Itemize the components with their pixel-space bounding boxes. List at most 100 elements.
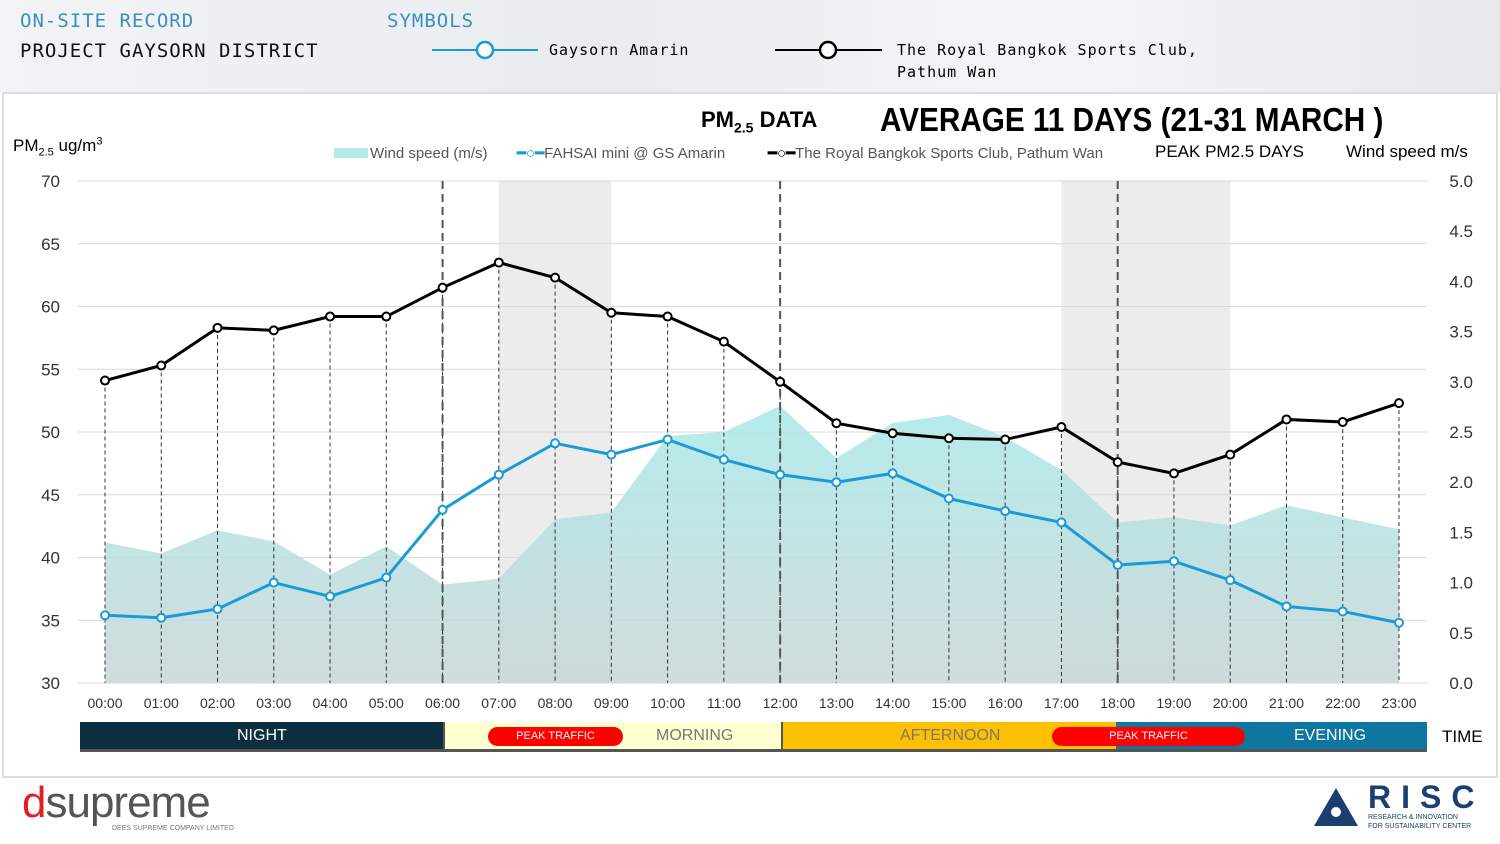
fahsai-point <box>943 493 954 504</box>
chart-title: PM2.5 DATA <box>701 107 818 136</box>
legend-rbsc: ━○━The Royal Bangkok Sports Club, Pathum… <box>768 145 1104 162</box>
rbsc-point <box>1056 421 1067 432</box>
legend-wind: Wind speed (m/s) <box>334 145 488 163</box>
rbsc-point <box>100 375 110 386</box>
y2-axis-label: Wind speed m/s <box>1346 142 1468 161</box>
x-tick-label: 05:00 <box>369 695 404 711</box>
y2-tick-label: 2.0 <box>1449 473 1473 492</box>
x-tick-label: 06:00 <box>425 695 460 711</box>
legend-fahsai: ━○━FAHSAI mini @ GS Amarin <box>517 145 726 162</box>
fahsai-point <box>1225 575 1236 586</box>
dsupreme-logo-sub: DEES SUPREME COMPANY LIMITED <box>112 825 234 832</box>
project-title: PROJECT GAYSORN DISTRICT <box>20 40 319 62</box>
y-tick-label: 65 <box>41 235 60 254</box>
period-night-label: NIGHT <box>237 727 287 744</box>
period-evening-label: EVENING <box>1294 727 1367 744</box>
peak-traffic-evening: PEAK TRAFFIC <box>1052 727 1245 746</box>
rbsc-point <box>550 272 561 283</box>
rbsc-point <box>1000 434 1011 445</box>
x-tick-label: 12:00 <box>763 695 798 711</box>
fahsai-point <box>1394 617 1404 628</box>
y-tick-label: 60 <box>41 298 60 317</box>
rbsc-point <box>381 311 392 322</box>
record-label: ON-SITE RECORD <box>20 10 195 32</box>
fahsai-point <box>156 612 167 623</box>
peak-days-label: PEAK PM2.5 DAYS <box>1155 142 1304 161</box>
x-tick-label: 23:00 <box>1381 695 1416 711</box>
y2-tick-label: 1.5 <box>1449 523 1473 542</box>
x-tick-label: 19:00 <box>1156 695 1191 711</box>
fahsai-point <box>887 468 898 479</box>
y2-tick-label: 4.0 <box>1449 272 1473 291</box>
fahsai-point <box>1337 606 1348 617</box>
wind-speed-area <box>105 405 1399 683</box>
rbsc-point <box>1337 416 1348 427</box>
rbsc-line <box>104 260 1400 475</box>
x-tick-label: 16:00 <box>988 695 1023 711</box>
x-tick-label: 11:00 <box>707 695 741 711</box>
peak-traffic-morning: PEAK TRAFFIC <box>488 727 623 746</box>
symbol-black-label-1: The Royal Bangkok Sports Club, <box>897 41 1198 59</box>
fahsai-point <box>831 477 842 488</box>
rbsc-point <box>662 311 673 322</box>
x-tick-label: 21:00 <box>1269 695 1304 711</box>
fahsai-point <box>325 591 336 602</box>
rbsc-point <box>493 257 504 268</box>
chart-svg: 70 65 60 55 50 45 40 35 30 5.0 4.5 4.0 3.5 3.0 2.5 2.0 1… <box>41 172 1473 711</box>
rbsc-point <box>156 360 167 371</box>
rbsc-point <box>943 433 954 444</box>
y-tick-label: 35 <box>41 611 60 630</box>
risc-sub-1: RESEARCH & INNOVATION <box>1368 814 1458 821</box>
fahsai-point <box>1000 506 1011 517</box>
rbsc-point <box>718 336 729 347</box>
x-tick-label: 14:00 <box>875 695 910 711</box>
period-morning-label: MORNING <box>656 727 734 744</box>
rbsc-point <box>437 282 448 293</box>
dsupreme-logo: dsupreme <box>22 778 211 827</box>
y2-tick-label: 1.0 <box>1449 574 1473 593</box>
y-tick-label: 55 <box>41 360 60 379</box>
period-afternoon-label: AFTERNOON <box>900 727 1001 744</box>
fahsai-point <box>1168 556 1179 567</box>
fahsai-point <box>100 610 110 621</box>
fahsai-point <box>437 504 448 515</box>
y2-tick-label: 0.0 <box>1449 674 1473 693</box>
x-tick-label: 15:00 <box>931 695 966 711</box>
rbsc-point <box>1112 457 1123 468</box>
y-tick-label: 45 <box>41 486 60 505</box>
fahsai-point <box>775 469 786 480</box>
x-tick-label: 03:00 <box>256 695 291 711</box>
fahsai-point <box>606 449 617 460</box>
y-tick-label: 50 <box>41 423 60 442</box>
fahsai-point <box>1281 601 1292 612</box>
fahsai-point <box>268 577 279 588</box>
x-tick-label: 02:00 <box>200 695 235 711</box>
rbsc-point <box>1168 468 1179 479</box>
y2-tick-label: 3.5 <box>1449 323 1473 342</box>
x-tick-label: 00:00 <box>87 695 122 711</box>
risc-sub-2: FOR SUSTAINABILITY CENTER <box>1368 823 1472 830</box>
y2-tick-label: 4.5 <box>1449 222 1473 241</box>
x-tick-label: 01:00 <box>144 695 179 711</box>
y-tick-label: 40 <box>41 549 60 568</box>
x-tick-label: 18:00 <box>1100 695 1135 711</box>
symbols-label: SYMBOLS <box>387 10 475 32</box>
fahsai-point <box>1112 560 1123 571</box>
y2-tick-label: 5.0 <box>1449 172 1473 191</box>
rbsc-point <box>212 322 223 333</box>
symbol-black-label-2: Pathum Wan <box>897 63 998 81</box>
y-tick-label: 70 <box>41 172 60 191</box>
x-tick-label: 13:00 <box>819 695 854 711</box>
fahsai-point <box>381 572 392 583</box>
rbsc-point <box>1225 449 1236 460</box>
rbsc-point <box>268 325 279 336</box>
x-axis-label: TIME <box>1442 727 1483 746</box>
x-tick-label: 07:00 <box>481 695 516 711</box>
x-tick-label: 22:00 <box>1325 695 1360 711</box>
rbsc-point <box>1281 414 1292 425</box>
fahsai-point <box>662 434 673 445</box>
symbol-blue-label: Gaysorn Amarin <box>549 41 690 59</box>
y-tick-label: 30 <box>41 674 60 693</box>
fahsai-point <box>1056 517 1067 528</box>
risc-logo: RISC <box>1368 779 1485 815</box>
